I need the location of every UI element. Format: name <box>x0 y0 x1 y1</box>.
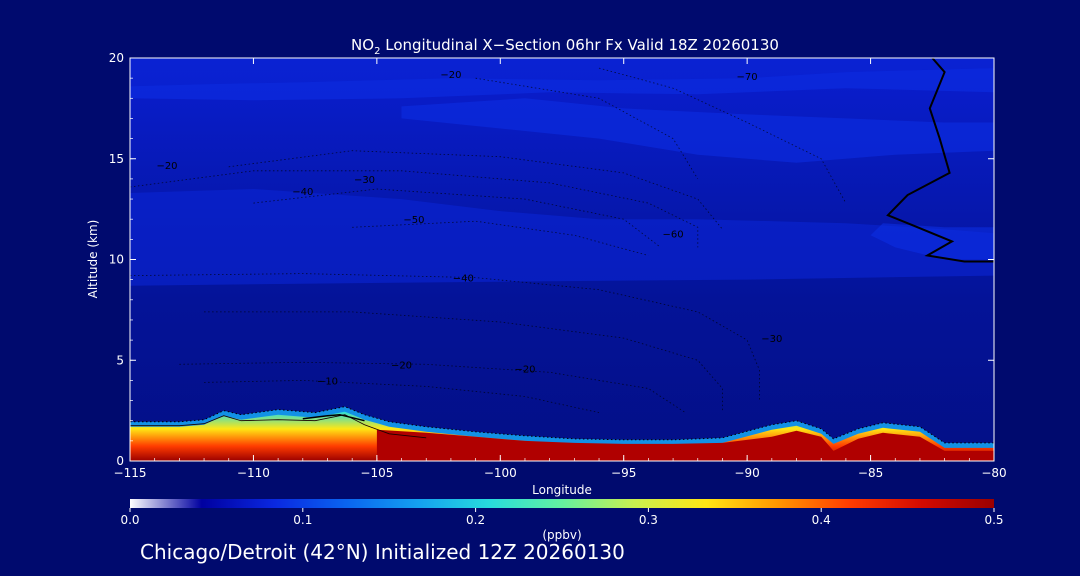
tropopause-fold-line <box>302 413 365 422</box>
colorbar-tick-label: 0.1 <box>293 513 312 527</box>
colorbar-tick-label: 0.5 <box>984 513 1003 527</box>
plot-area: −20−70−20−30−40−50−60−40−30−20−20−100 <box>129 57 995 462</box>
temperature-contour-label: −10 <box>317 376 338 387</box>
temperature-contour-line <box>204 311 723 413</box>
temperature-contour-line <box>475 77 699 180</box>
temperature-contour-line <box>179 361 686 413</box>
temperature-contour-label: −30 <box>761 334 782 345</box>
colorbar-tick-label: 0.3 <box>639 513 658 527</box>
x-tick-label: −80 <box>981 466 1006 480</box>
temperature-contour-line <box>253 188 661 248</box>
temperature-contour-label: −20 <box>391 360 412 371</box>
y-tick-label: 5 <box>116 353 124 367</box>
enhanced-concentration-layer <box>376 429 994 461</box>
tropopause-line <box>886 58 994 263</box>
x-tick-label: −90 <box>734 466 759 480</box>
temperature-contour-label: −20 <box>514 364 535 375</box>
x-tick-label: −85 <box>858 466 883 480</box>
temperature-contour-label: −20 <box>156 161 177 172</box>
y-tick-label: 0 <box>116 454 124 468</box>
y-tick-label: 15 <box>109 152 124 166</box>
concentration-band <box>870 223 994 260</box>
colorbar-tick-label: 0.4 <box>812 513 831 527</box>
y-axis: 0 5 10 15 20 <box>109 51 994 468</box>
colorbar-units: (ppbv) <box>542 528 581 542</box>
y-tick-label: 10 <box>109 253 124 267</box>
x-tick-label: −105 <box>360 466 393 480</box>
temperature-contours: −20−70−20−30−40−50−60−40−30−20−20−100 <box>130 67 847 422</box>
concentration-band <box>130 68 994 101</box>
x-tick-label: −95 <box>611 466 636 480</box>
temperature-contour-line <box>130 170 699 248</box>
x-axis: −115 −110 −105 −100 −95 −90 −85 −80 <box>114 58 1007 480</box>
temperature-contour-line <box>352 220 649 256</box>
x-axis-label: Longitude <box>532 483 592 497</box>
temperature-contour-label: −50 <box>403 215 424 226</box>
surface-layer <box>130 406 994 461</box>
y-tick-label: 20 <box>109 51 124 65</box>
temperature-contour-label: −40 <box>453 274 474 285</box>
colorbar-tick-label: 0.2 <box>466 513 485 527</box>
x-tick-label: −115 <box>114 466 147 480</box>
run-info-footer: Chicago/Detroit (42°N) Initialized 12Z 2… <box>140 540 625 564</box>
y-axis-label: Altitude (km) <box>86 220 100 299</box>
temperature-contour-label: −30 <box>354 175 375 186</box>
x-tick-label: −110 <box>237 466 270 480</box>
temperature-contour-label: −60 <box>663 229 684 240</box>
colorbar-ticks: 0.0 0.1 0.2 0.3 0.4 0.5 <box>120 508 1004 527</box>
temperature-contour-line <box>130 273 760 401</box>
terrain-outline <box>130 414 427 439</box>
colorbar-tick-label: 0.0 <box>120 513 139 527</box>
colorbar: 0.0 0.1 0.2 0.3 0.4 0.5 (ppbv) <box>120 499 1004 542</box>
concentration-bands <box>130 58 994 286</box>
overlay-lines <box>302 58 994 422</box>
concentration-band <box>130 58 994 87</box>
chart-title: NO2 Longitudinal X−Section 06hr Fx Valid… <box>351 36 779 57</box>
concentration-band <box>401 98 994 163</box>
colorbar-ramp <box>130 499 994 508</box>
temperature-contour-label: −20 <box>440 70 461 81</box>
x-tick-label: −100 <box>484 466 517 480</box>
concentration-band <box>130 189 994 286</box>
temperature-contour-label: −70 <box>737 72 758 83</box>
temperature-contour-label: −40 <box>292 187 313 198</box>
